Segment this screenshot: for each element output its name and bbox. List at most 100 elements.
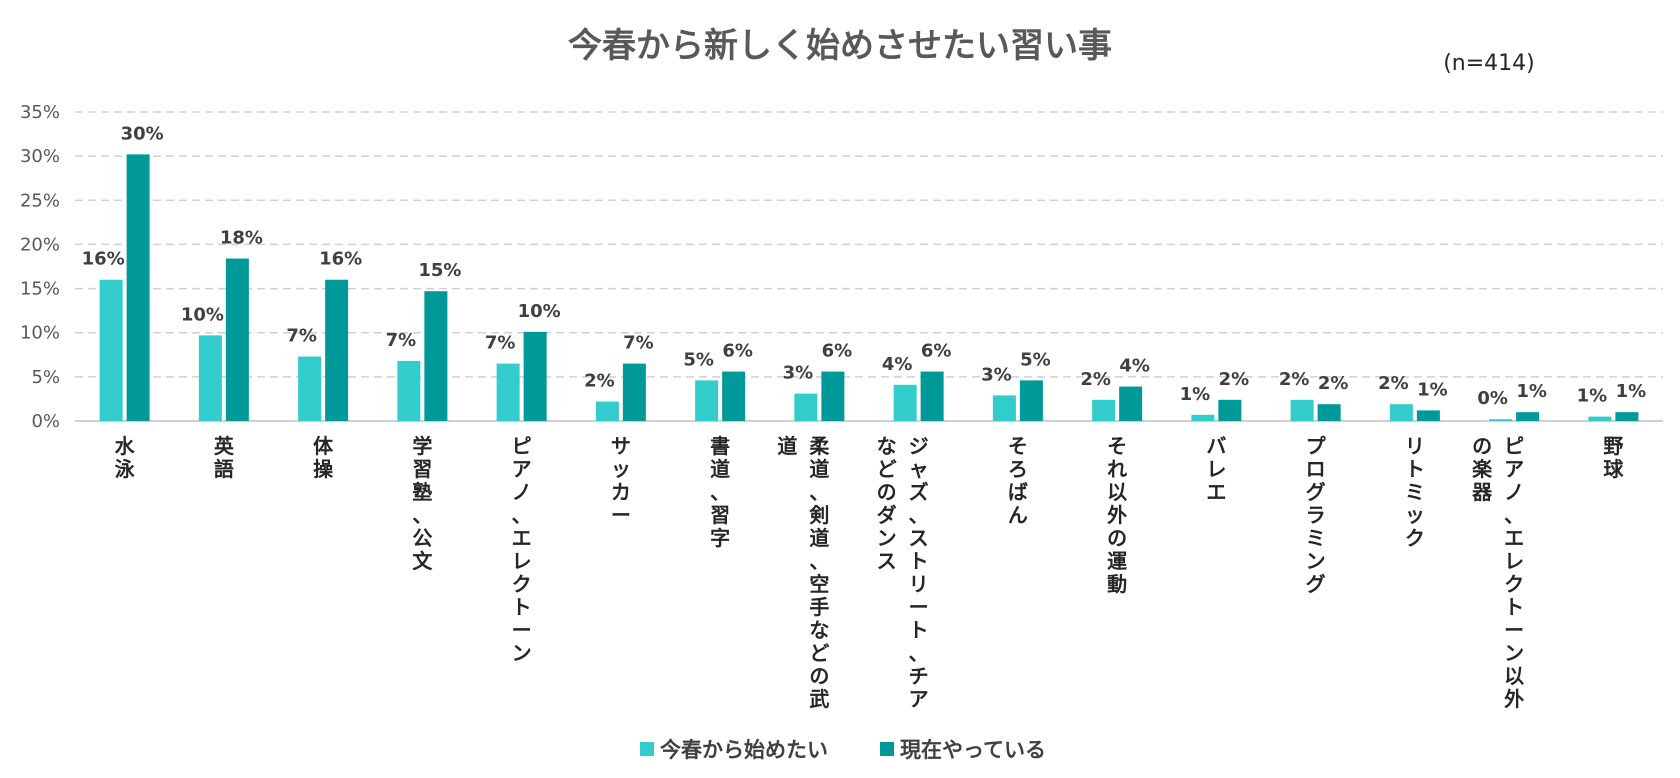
category-label-char: 公: [412, 526, 432, 550]
category-label-char: 、: [710, 480, 730, 504]
category-label-char: 操: [313, 457, 334, 481]
category-label-char: ー: [909, 595, 929, 619]
data-label: 7%: [286, 326, 317, 347]
data-label: 2%: [1279, 369, 1310, 390]
data-label: 5%: [683, 349, 714, 370]
bar-series-1: [992, 395, 1016, 421]
bar-series-1: [298, 356, 322, 421]
category-label-char: ジ: [909, 434, 929, 458]
bar-series-2: [1615, 412, 1639, 421]
bar-series-2: [1317, 404, 1341, 421]
legend-swatch-1: [640, 742, 654, 756]
category-label: 学習塾、公文: [412, 434, 433, 573]
category-label-char: ッ: [1405, 503, 1425, 527]
data-labels: 16%10%7% 7% 7%2%5%3% 4%3% 2%1%2% 2%0% 1%30%18%…: [82, 123, 1647, 409]
data-label: 15%: [418, 260, 461, 281]
category-label-char: 、: [809, 549, 829, 573]
category-label-char: 楽: [1472, 457, 1493, 481]
category-label-char: 道: [710, 457, 730, 481]
bar-series-1: [1092, 399, 1116, 421]
bar-series-2: [523, 331, 547, 421]
category-label-char: ア: [1504, 457, 1524, 481]
data-label: 1%: [1577, 386, 1608, 407]
category-label-char: 習: [412, 457, 432, 481]
category-label-char: ロ: [1306, 457, 1326, 481]
category-label-char: グ: [1306, 480, 1326, 504]
category-label-char: 、: [909, 641, 929, 665]
category-label-char: な: [809, 618, 829, 642]
data-label: 5%: [1020, 349, 1051, 370]
category-label-char: ー: [512, 618, 532, 642]
category-label: 英語: [214, 434, 235, 481]
bar-series-2: [225, 258, 249, 421]
category-label-char: 手: [809, 595, 829, 619]
category-label-char: ッ: [611, 457, 631, 481]
data-label: 1%: [1417, 379, 1448, 400]
category-label-char: そ: [1107, 434, 1127, 458]
y-tick-label: 15%: [20, 279, 60, 300]
category-label-char: 道: [809, 457, 829, 481]
bar-series-1: [1389, 404, 1413, 421]
bars: [99, 154, 1639, 421]
category-label: 書道、習字: [710, 434, 730, 550]
category-label-char: 、: [1504, 503, 1524, 527]
bar-series-2: [126, 154, 150, 421]
bar-series-1: [1191, 414, 1215, 421]
category-label-char: ど: [877, 457, 897, 481]
category-label-char: 英: [214, 434, 235, 458]
category-label-char: ス: [909, 526, 929, 550]
chart-title: 今春から新しく始めさせたい習い事: [568, 26, 1112, 66]
category-label-char: ク: [512, 572, 532, 596]
category-label-char: ピ: [1504, 434, 1524, 458]
category-label-char: ノ: [1504, 480, 1524, 504]
category-label-char: 野: [1603, 434, 1623, 458]
category-label-char: ア: [909, 687, 929, 711]
data-label: 4%: [1119, 356, 1150, 377]
category-label-char: ン: [1306, 549, 1326, 573]
category-label-char: ミ: [1306, 526, 1326, 550]
bar-series-2: [722, 371, 746, 421]
category-label-char: リ: [1405, 434, 1425, 458]
category-label-char: 道: [777, 434, 797, 458]
data-label: 30%: [121, 123, 164, 144]
bar-series-1: [695, 380, 719, 421]
category-label-char: ダ: [877, 503, 897, 527]
category-label-char: ク: [1504, 572, 1524, 596]
category-label-char: ー: [611, 503, 631, 527]
category-label-char: ス: [877, 549, 897, 573]
category-label-char: チ: [909, 664, 929, 688]
category-label-char: 柔: [809, 434, 830, 458]
bar-series-2: [325, 279, 349, 421]
bar-series-1: [893, 384, 917, 421]
bar-series-1: [99, 279, 123, 421]
data-label: 6%: [921, 341, 952, 362]
category-label-char: 泳: [115, 457, 136, 481]
data-label: 16%: [319, 249, 362, 270]
data-label: 2%: [1378, 373, 1409, 394]
data-label: 2%: [584, 371, 615, 392]
bar-series-1: [1489, 419, 1513, 421]
data-label: 2%: [1219, 369, 1250, 390]
category-label-char: レ: [1206, 457, 1226, 481]
category-label-char: 以: [1504, 664, 1524, 688]
category-label-char: バ: [1206, 434, 1226, 458]
category-label-char: な: [877, 434, 897, 458]
bar-series-1: [595, 401, 619, 421]
category-label: 野球: [1603, 434, 1624, 481]
data-label: 10%: [518, 301, 561, 322]
data-label: 16%: [82, 249, 125, 270]
data-label: 4%: [882, 354, 913, 375]
bar-series-2: [424, 291, 448, 421]
data-label: 2%: [1080, 369, 1111, 390]
bar-series-2: [1119, 386, 1143, 421]
category-label-char: ノ: [512, 480, 532, 504]
category-label: バレエ: [1206, 434, 1226, 504]
category-labels: 水泳英語体操学習塾、公文ピアノ、エレクトーンサッカー書道、習字柔道、剣道、空手な…: [115, 434, 1625, 711]
data-label: 7%: [485, 333, 516, 354]
category-label-char: 球: [1603, 457, 1624, 481]
